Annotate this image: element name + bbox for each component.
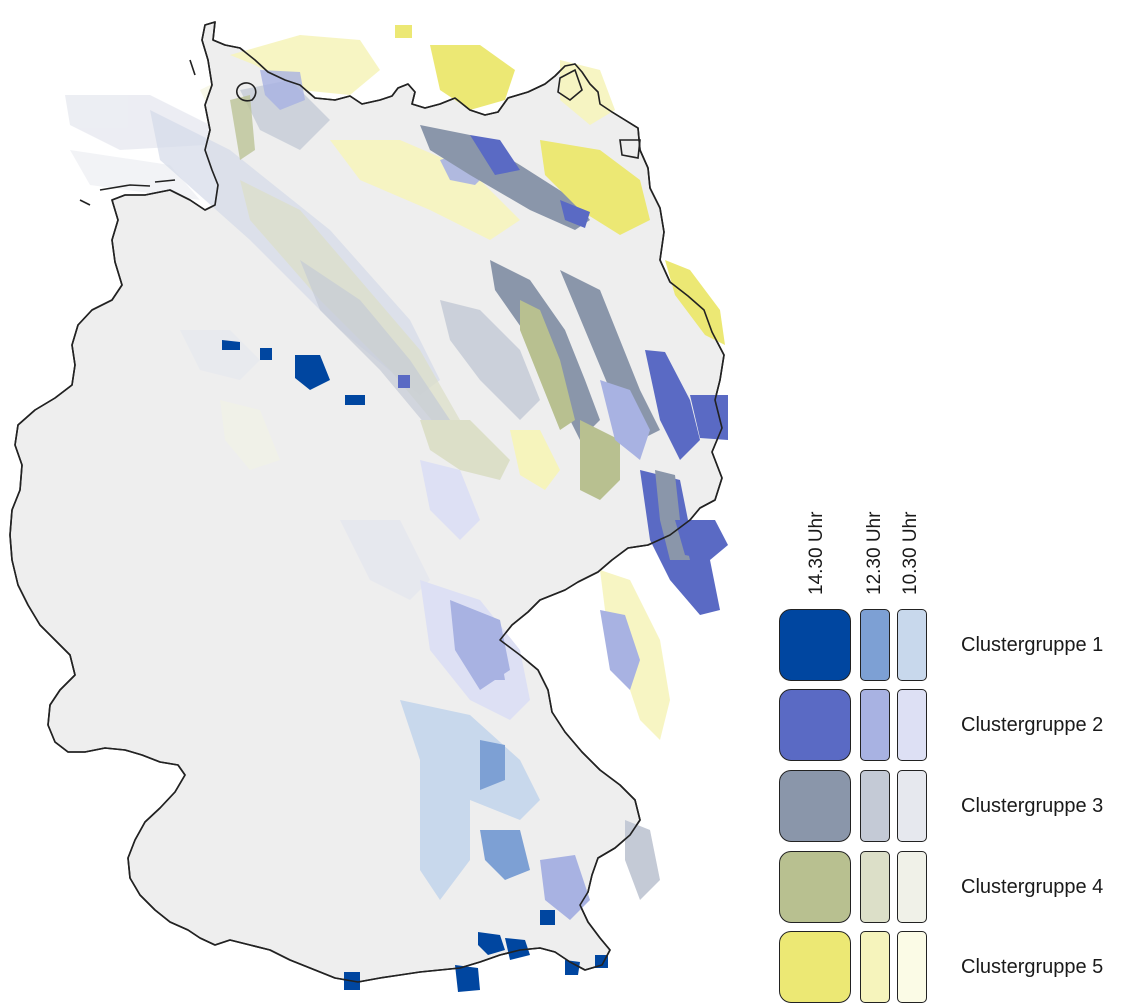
- legend-swatch-cluster-2-1030: [897, 689, 927, 761]
- north-sea-islands: [79, 59, 641, 206]
- legend-swatch-cluster-1-1430: [779, 609, 851, 681]
- legend-swatch-cluster-4-1230: [860, 851, 890, 923]
- germany-border-line: [9, 21, 725, 983]
- legend-swatch-cluster-1-1030: [897, 609, 927, 681]
- legend-swatch-cluster-2-1430: [779, 689, 851, 761]
- legend-swatch-cluster-1-1230: [860, 609, 890, 681]
- legend-label-cluster-3: Clustergruppe 3: [961, 795, 1104, 817]
- legend-label-cluster-2: Clustergruppe 2: [961, 714, 1104, 736]
- legend-swatch-cluster-3-1030: [897, 770, 927, 842]
- legend-swatch-cluster-5-1430: [779, 931, 851, 1003]
- legend-swatch-cluster-2-1230: [860, 689, 890, 761]
- legend-swatch-cluster-4-1430: [779, 851, 851, 923]
- legend-header-1030: 10.30 Uhr: [900, 511, 921, 595]
- legend-swatch-cluster-5-1030: [897, 931, 927, 1003]
- legend-swatch-cluster-3-1430: [779, 770, 851, 842]
- legend-label-cluster-5: Clustergruppe 5: [961, 956, 1104, 978]
- legend-swatch-cluster-3-1230: [860, 770, 890, 842]
- legend-header-1230: 12.30 Uhr: [864, 511, 885, 595]
- legend-swatch-cluster-4-1030: [897, 851, 927, 923]
- cluster-patches: [150, 25, 728, 992]
- legend-header-1430: 14.30 Uhr: [806, 511, 827, 595]
- legend-swatch-cluster-5-1230: [860, 931, 890, 1003]
- legend-label-cluster-1: Clustergruppe 1: [961, 634, 1104, 656]
- legend-label-cluster-4: Clustergruppe 4: [961, 876, 1104, 898]
